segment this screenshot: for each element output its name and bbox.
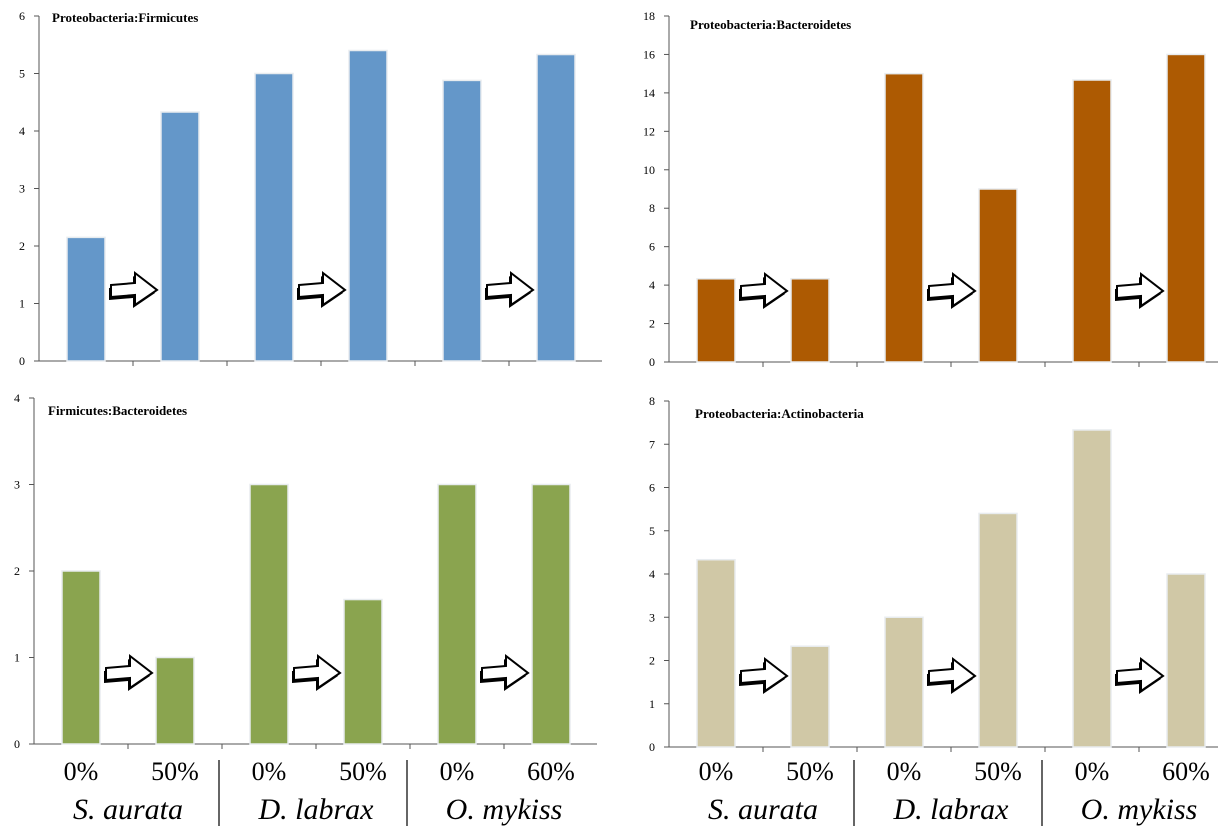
chart-panel-3: 0 1 2 3 4 S. aurata 0%: 2 S. aurata 50%: 1 D. l… <box>14 391 597 751</box>
bar-o-mykiss-60-: O. mykiss 60%: 5.33 <box>536 53 576 362</box>
category-percent-label: 0% <box>887 757 922 786</box>
bar-s-aurata-50-: S. aurata 50%: 1 <box>155 656 195 745</box>
chart-panel-2: 0 2 4 6 8 10 12 14 16 18 S. aurata 0%: 4.33 S. aura… <box>643 9 1218 369</box>
right-arrow-icon <box>109 270 159 308</box>
bar-o-mykiss-0-: O. mykiss 0%: 7.33 <box>1072 429 1112 748</box>
x-axis-labels-1: 0% 50% 0% 50% 0% 60% S. aurata D. labrax O. myki… <box>64 757 575 826</box>
bar-d-labrax-0-: D. labrax 0%: 3 <box>884 616 924 748</box>
species-label: S. aurata <box>708 793 818 826</box>
right-arrow-icon <box>739 271 789 309</box>
species-label: O. mykiss <box>446 793 563 826</box>
y-tick-label: 12 <box>643 124 655 138</box>
category-percent-label: 0% <box>64 757 99 786</box>
chart-title: Proteobacteria:Firmicutes <box>52 10 198 25</box>
bar-s-aurata-50-: S. aurata 50%: 4.33 <box>160 111 200 362</box>
bar-o-mykiss-60-: O. mykiss 60%: 16 <box>1166 53 1206 363</box>
x-axis-labels-2: 0% 50% 0% 50% 0% 60% S. aurata D. labrax O. myki… <box>699 757 1210 826</box>
y-tick-label: 3 <box>649 610 655 624</box>
y-tick-label: 10 <box>643 163 655 177</box>
bar-o-mykiss-0-: O. mykiss 0%: 3 <box>437 483 477 745</box>
chart-title: Proteobacteria:Actinobacteria <box>695 406 864 421</box>
bar-s-aurata-0-: S. aurata 0%: 4.33 <box>696 278 736 363</box>
bar-s-aurata-50-: S. aurata 50%: 2.33 <box>790 645 830 748</box>
y-tick-label: 14 <box>643 86 655 100</box>
bar-d-labrax-50-: D. labrax 50%: 1.67 <box>343 598 383 745</box>
right-arrow-icon <box>739 656 789 694</box>
chart-title: Firmicutes:Bacteroidetes <box>48 403 187 418</box>
y-tick-label: 5 <box>649 524 655 538</box>
right-arrow-icon <box>1115 656 1165 694</box>
species-label: D. labrax <box>258 793 375 826</box>
category-percent-label: 0% <box>252 757 287 786</box>
bar-d-labrax-0-: D. labrax 0%: 3 <box>249 483 289 745</box>
y-tick-label: 3 <box>19 182 25 196</box>
y-tick-label: 3 <box>14 478 20 492</box>
right-arrow-icon <box>480 653 530 691</box>
y-tick-label: 4 <box>19 124 25 138</box>
right-arrow-icon <box>485 270 535 308</box>
y-tick-label: 4 <box>649 278 655 292</box>
bar-d-labrax-50-: D. labrax 50%: 9 <box>978 188 1018 363</box>
y-tick-label: 7 <box>649 437 655 451</box>
species-label: O. mykiss <box>1081 793 1198 826</box>
species-label: S. aurata <box>73 793 183 826</box>
category-percent-label: 60% <box>527 757 575 786</box>
y-tick-label: 5 <box>19 67 25 81</box>
y-tick-label: 6 <box>19 9 25 23</box>
y-tick-label: 6 <box>649 481 655 495</box>
right-arrow-icon <box>292 653 342 691</box>
category-percent-label: 50% <box>786 757 834 786</box>
bar-d-labrax-50-: D. labrax 50%: 5.4 <box>978 512 1018 748</box>
bar-o-mykiss-60-: O. mykiss 60%: 4 <box>1166 573 1206 748</box>
y-tick-label: 0 <box>14 737 20 751</box>
y-tick-label: 2 <box>649 317 655 331</box>
y-tick-label: 8 <box>649 394 655 408</box>
right-arrow-icon <box>104 653 154 691</box>
bar-s-aurata-0-: S. aurata 0%: 2.15 <box>66 236 106 362</box>
bar-s-aurata-50-: S. aurata 50%: 4.33 <box>790 278 830 363</box>
bar-d-labrax-50-: D. labrax 50%: 5.4 <box>348 49 388 362</box>
chart-panel-4: 0 1 2 3 4 5 6 7 8 S. aurata 0%: 4.33 S. aurata 50%… <box>649 394 1218 754</box>
y-tick-label: 0 <box>19 354 25 368</box>
category-percent-label: 50% <box>151 757 199 786</box>
y-tick-label: 0 <box>649 355 655 369</box>
y-tick-label: 1 <box>14 651 20 665</box>
y-tick-label: 0 <box>649 740 655 754</box>
bar-o-mykiss-60-: O. mykiss 60%: 3 <box>531 483 571 745</box>
category-percent-label: 0% <box>699 757 734 786</box>
right-arrow-icon <box>1115 271 1165 309</box>
y-tick-label: 1 <box>19 297 25 311</box>
y-tick-label: 16 <box>643 47 655 61</box>
y-tick-label: 1 <box>649 697 655 711</box>
chart-panel-1: 0 1 2 3 4 5 6 S. aurata 0%: 2.15 S. aurata 50%: … <box>19 9 602 368</box>
y-tick-label: 18 <box>643 9 655 23</box>
chart-title: Proteobacteria:Bacteroidetes <box>690 17 851 32</box>
category-percent-label: 50% <box>339 757 387 786</box>
category-percent-label: 50% <box>974 757 1022 786</box>
y-tick-label: 2 <box>649 654 655 668</box>
bar-o-mykiss-0-: O. mykiss 0%: 14.67 <box>1072 79 1112 363</box>
y-tick-label: 2 <box>14 564 20 578</box>
bar-d-labrax-0-: D. labrax 0%: 15 <box>884 72 924 363</box>
y-tick-label: 6 <box>649 240 655 254</box>
y-tick-label: 2 <box>19 239 25 253</box>
right-arrow-icon <box>927 271 977 309</box>
bar-s-aurata-0-: S. aurata 0%: 4.33 <box>696 558 736 748</box>
bar-o-mykiss-0-: O. mykiss 0%: 4.88 <box>442 79 482 362</box>
y-tick-label: 4 <box>649 567 655 581</box>
bar-d-labrax-0-: D. labrax 0%: 5 <box>254 72 294 362</box>
y-tick-label: 4 <box>14 391 20 405</box>
category-percent-label: 0% <box>1075 757 1110 786</box>
y-tick-label: 8 <box>649 201 655 215</box>
right-arrow-icon <box>297 270 347 308</box>
category-percent-label: 0% <box>440 757 475 786</box>
right-arrow-icon <box>927 656 977 694</box>
species-label: D. labrax <box>893 793 1010 826</box>
category-percent-label: 60% <box>1162 757 1210 786</box>
bar-s-aurata-0-: S. aurata 0%: 2 <box>61 570 101 745</box>
